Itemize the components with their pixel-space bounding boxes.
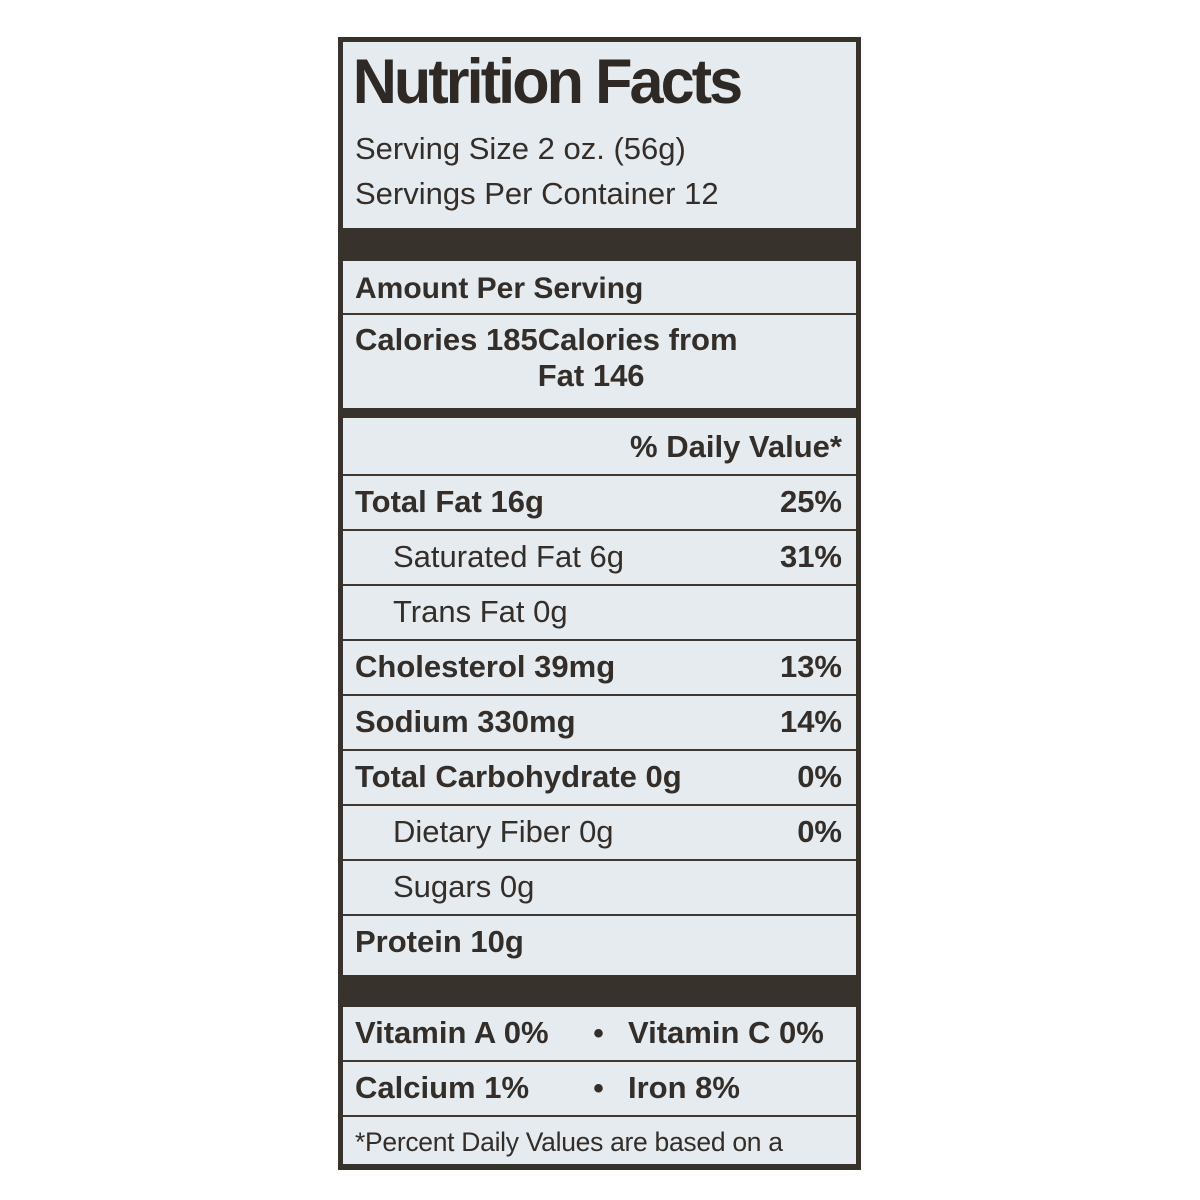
serving-size: Serving Size 2 oz. (56g): [355, 131, 686, 167]
nutrient-daily-value: 13%: [779, 648, 842, 684]
nutrient-name: Sugars 0g: [393, 868, 535, 904]
nutrient-row-sodium: Sodium 330mg 14%: [343, 696, 856, 749]
divider: [343, 1059, 856, 1062]
nutrient-row-saturated-fat: Saturated Fat 6g 31%: [343, 531, 856, 584]
separator-bar-thick-bottom: [343, 974, 856, 1007]
daily-value-footnote: *Percent Daily Values are based on a 2,0…: [343, 1117, 856, 1164]
footnote-line: *Percent Daily Values are based on a 2,0…: [355, 1126, 783, 1164]
divider: [343, 583, 856, 586]
amount-per-serving-heading: Amount Per Serving: [355, 271, 644, 305]
nutrient-row-total-carbohydrate: Total Carbohydrate 0g 0%: [343, 751, 856, 804]
divider: [343, 693, 856, 696]
nutrient-row-trans-fat: Trans Fat 0g: [343, 586, 856, 639]
divider: [343, 638, 856, 641]
nutrient-name: Trans Fat 0g: [393, 593, 568, 629]
divider: [343, 473, 856, 476]
iron-value: Iron 8%: [627, 1069, 740, 1105]
label-title: Nutrition Facts: [352, 47, 743, 117]
bullet-icon: •: [593, 1071, 604, 1105]
nutrient-row-sugars: Sugars 0g: [343, 861, 856, 914]
divider: [343, 803, 856, 806]
calories-from-fat-value: Calories from Fat 146: [537, 321, 738, 393]
nutrient-daily-value: 14%: [779, 703, 842, 739]
vitamin-a-value: Vitamin A 0%: [355, 1014, 549, 1050]
nutrient-daily-value: 25%: [779, 483, 842, 519]
nutrient-name: Total Carbohydrate 0g: [355, 758, 682, 794]
nutrient-name: Cholesterol 39mg: [355, 648, 616, 684]
calories-value: Calories 185: [355, 321, 538, 357]
nutrient-row-protein: Protein 10g: [343, 916, 856, 969]
divider: [343, 1114, 856, 1117]
daily-value-header: % Daily Value*: [630, 428, 842, 464]
divider: [343, 913, 856, 916]
nutrition-facts-label: Nutrition Facts Serving Size 2 oz. (56g)…: [338, 37, 861, 1170]
nutrient-row-dietary-fiber: Dietary Fiber 0g 0%: [343, 806, 856, 859]
nutrient-row-cholesterol: Cholesterol 39mg 13%: [343, 641, 856, 694]
vitamin-c-value: Vitamin C 0%: [627, 1014, 824, 1050]
nutrient-name: Protein 10g: [355, 923, 524, 959]
micronutrient-row-vitamins: Vitamin A 0% • Vitamin C 0%: [343, 1007, 856, 1060]
divider: [343, 858, 856, 861]
nutrient-daily-value: 0%: [797, 813, 842, 849]
separator-bar-thick-top: [343, 227, 856, 261]
servings-per-container: Servings Per Container 12: [355, 175, 719, 211]
nutrient-daily-value: 0%: [797, 758, 842, 794]
divider: [343, 312, 856, 315]
calories-row: Calories 185 Calories from Fat 146: [343, 315, 856, 404]
micronutrient-row-minerals: Calcium 1% • Iron 8%: [343, 1062, 856, 1115]
calcium-value: Calcium 1%: [355, 1069, 530, 1105]
nutrient-name: Dietary Fiber 0g: [393, 813, 614, 849]
bullet-icon: •: [593, 1016, 604, 1050]
nutrient-name: Saturated Fat 6g: [393, 538, 624, 574]
nutrient-name: Total Fat 16g: [355, 483, 544, 519]
nutrient-name: Sodium 330mg: [355, 703, 576, 739]
nutrient-row-total-fat: Total Fat 16g 25%: [343, 476, 856, 529]
divider: [343, 748, 856, 751]
separator-bar-medium: [343, 407, 856, 418]
nutrient-daily-value: 31%: [779, 538, 842, 574]
divider: [343, 528, 856, 531]
